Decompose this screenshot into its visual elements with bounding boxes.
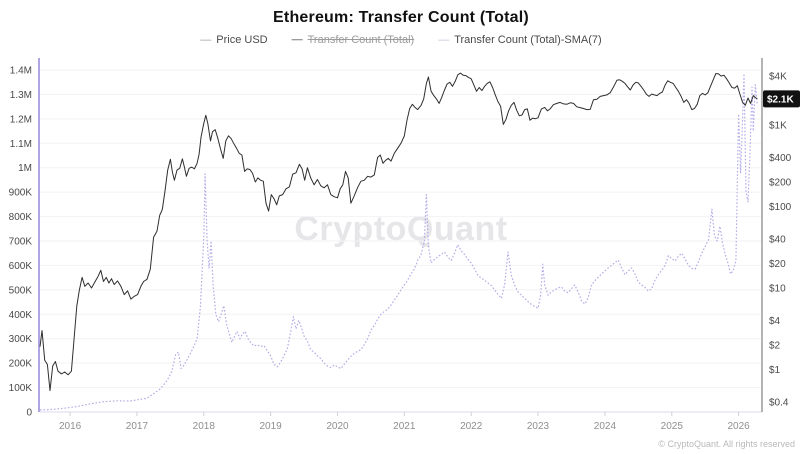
right-axis-tick-label: $0.4 xyxy=(769,397,789,408)
x-axis-tick-label: 2017 xyxy=(126,421,149,432)
right-axis-tick-label: $40 xyxy=(769,235,786,246)
right-axis-tick-label: $200 xyxy=(769,178,792,189)
legend-item-transfer-count[interactable]: — Transfer Count (Total) xyxy=(292,34,415,46)
legend-line-marker-icon: — xyxy=(291,34,303,46)
current-price-badge-label: $2.1K xyxy=(767,94,794,105)
legend-item-price-usd[interactable]: — Price USD xyxy=(200,34,267,46)
right-axis-tick-label: $10 xyxy=(769,284,786,295)
legend-label: Transfer Count (Total) xyxy=(307,34,415,46)
right-axis-tick-label: $1 xyxy=(769,365,781,376)
left-axis-tick-label: 700K xyxy=(9,237,33,248)
chart-title: Ethereum: Transfer Count (Total) xyxy=(273,9,529,26)
right-axis-tick-label: $4 xyxy=(769,316,781,327)
x-axis-tick-label: 2024 xyxy=(594,421,617,432)
right-axis-tick-label: $400 xyxy=(769,153,792,164)
left-axis-tick-label: 800K xyxy=(9,212,33,223)
left-axis-tick-label: 1.3M xyxy=(10,90,32,101)
right-axis-tick-label: $20 xyxy=(769,259,786,270)
left-axis-tick-label: 500K xyxy=(9,285,33,296)
left-axis-tick-label: 1.4M xyxy=(10,66,32,77)
x-axis-tick-label: 2023 xyxy=(527,421,550,432)
legend-line-marker-icon: — xyxy=(438,34,450,46)
left-axis-tick-label: 200K xyxy=(9,359,33,370)
left-axis-tick-label: 300K xyxy=(9,334,33,345)
right-axis-tick-label: $2 xyxy=(769,340,781,351)
chart-legend: — Price USD — Transfer Count (Total) — T… xyxy=(0,34,802,46)
right-axis-tick-label: $4K xyxy=(769,72,787,83)
right-axis-tick-label: $100 xyxy=(769,202,792,213)
current-price-badge xyxy=(763,90,800,108)
x-axis-tick-label: 2025 xyxy=(661,421,684,432)
x-axis-tick-label: 2019 xyxy=(259,421,282,432)
left-axis-tick-label: 1M xyxy=(18,163,32,174)
legend-label: Transfer Count (Total)-SMA(7) xyxy=(454,34,602,46)
x-axis-tick-label: 2020 xyxy=(326,421,349,432)
left-axis-tick-label: 1.1M xyxy=(10,139,32,150)
left-axis-tick-label: 400K xyxy=(9,310,33,321)
legend-item-transfer-count-sma7[interactable]: — Transfer Count (Total)-SMA(7) xyxy=(438,34,602,46)
right-axis-tick-label: $1K xyxy=(769,121,787,132)
x-axis-tick-label: 2018 xyxy=(193,421,216,432)
left-axis-tick-label: 1.2M xyxy=(10,114,32,125)
x-axis-tick-label: 2021 xyxy=(393,421,416,432)
left-axis-tick-label: 0 xyxy=(26,408,32,419)
x-axis-tick-label: 2016 xyxy=(59,421,82,432)
x-axis-tick-label: 2022 xyxy=(460,421,483,432)
legend-label: Price USD xyxy=(216,34,268,46)
series-line-price-usd xyxy=(39,72,758,392)
series-line-transfer-count-sma xyxy=(39,73,758,411)
legend-line-marker-icon: — xyxy=(200,34,212,46)
left-axis-tick-label: 600K xyxy=(9,261,33,272)
x-axis-tick-label: 2026 xyxy=(727,421,750,432)
left-axis-tick-label: 100K xyxy=(9,383,33,394)
left-axis-tick-label: 900K xyxy=(9,188,33,199)
copyright-notice: © CryptoQuant. All rights reserved xyxy=(658,439,795,449)
